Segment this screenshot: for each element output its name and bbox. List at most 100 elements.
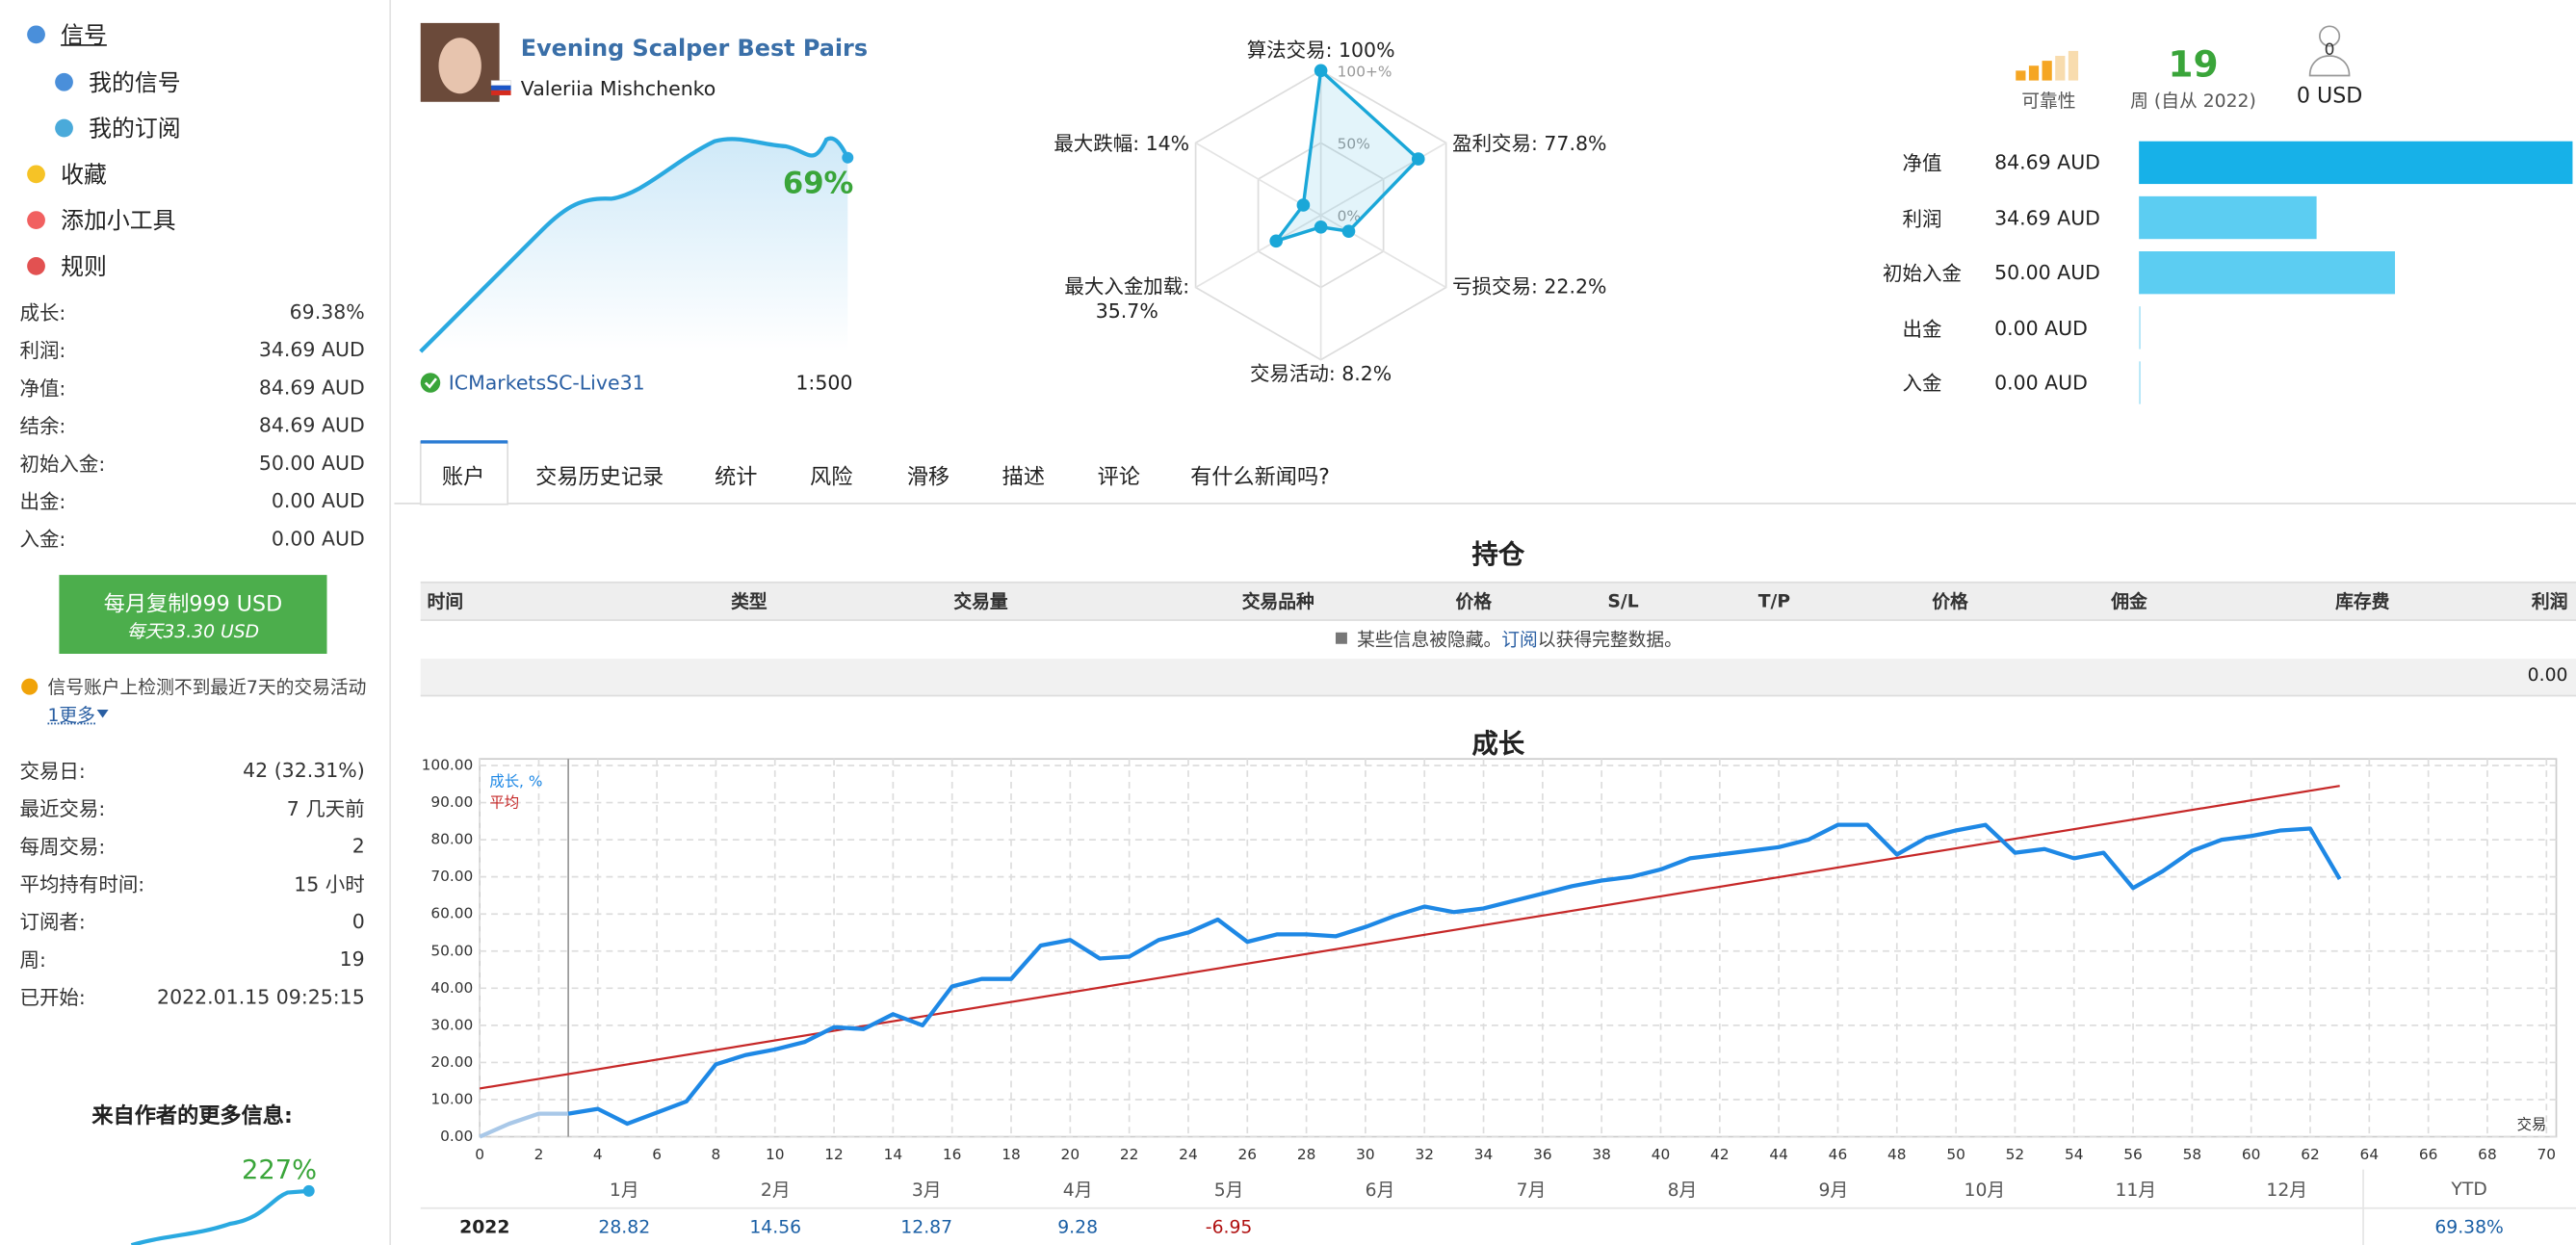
table-header: 价格 [1932, 591, 1968, 613]
month-label: 7月 [1516, 1179, 1547, 1202]
year-label: 2022 [459, 1216, 510, 1238]
stat-value: 84.69 AUD [258, 376, 365, 400]
stat-value: 0.00 AUD [271, 527, 365, 551]
radar-spoke [1320, 214, 1447, 289]
copy-button[interactable]: 每月复制999 USD 每天33.30 USD [59, 575, 327, 654]
table-total-bg [420, 659, 2576, 697]
x-tick-label: 30 [1356, 1146, 1375, 1163]
notice: 某些信息被隐藏。订阅以获得完整数据。 [1357, 626, 1682, 652]
radar-label: 最大跌幅: 14% [1054, 132, 1190, 156]
radar-point [1269, 234, 1284, 248]
stat-value: 2 [351, 834, 365, 858]
radar-label: 最大入金加载: 35.7% [1064, 274, 1190, 324]
notice-part: 某些信息被隐藏。 [1357, 629, 1502, 651]
signal-area [420, 138, 848, 352]
x-tick-label: 66 [2419, 1146, 2438, 1163]
subscribers-count: 0 [2324, 41, 2335, 61]
lock-icon [1335, 632, 1347, 644]
month-label: 8月 [1667, 1179, 1698, 1202]
tab[interactable]: 账户 [441, 465, 485, 491]
reliability-bar [2068, 50, 2079, 81]
subscriber-body [2308, 55, 2351, 77]
nav-item[interactable]: 添加小工具 [61, 208, 176, 235]
month-label: 1月 [609, 1179, 639, 1202]
warning-icon [21, 678, 39, 695]
x-tick-label: 58 [2183, 1146, 2202, 1163]
signal-title[interactable]: Evening Scalper Best Pairs [520, 36, 869, 63]
nav-item[interactable]: 我的信号 [89, 70, 181, 97]
x-tick-label: 36 [1533, 1146, 1552, 1163]
x-tick-label: 22 [1120, 1146, 1139, 1163]
author-growth: 227% [241, 1154, 318, 1185]
tab[interactable]: 交易历史记录 [535, 465, 664, 491]
active-tab [419, 441, 509, 506]
nav-item[interactable]: 收藏 [61, 162, 107, 190]
author-sparkline [130, 1188, 309, 1245]
table-header: 价格 [1455, 591, 1493, 613]
avatar-face [438, 38, 481, 94]
stat-label: 成长: [19, 301, 66, 324]
tab[interactable]: 评论 [1097, 465, 1140, 491]
x-tick-label: 16 [943, 1146, 962, 1163]
table-header: 交易量 [953, 591, 1008, 613]
month-value: 9.28 [1057, 1216, 1099, 1238]
nav-item[interactable]: 信号 [61, 22, 107, 50]
nav-icon [27, 25, 45, 44]
ytd-label: YTD [2451, 1179, 2487, 1201]
reliability-bar [2042, 61, 2052, 81]
author-dot [302, 1184, 315, 1197]
month-label: 10月 [1964, 1179, 2006, 1202]
table-header: 利润 [2531, 591, 2568, 613]
tab[interactable]: 有什么新闻吗? [1190, 465, 1330, 491]
tab[interactable]: 统计 [715, 465, 758, 491]
flag-blue [491, 85, 511, 91]
tab[interactable]: 风险 [810, 465, 853, 491]
x-tick-label: 68 [2478, 1146, 2497, 1163]
table-row-bg [420, 619, 2576, 661]
stat-value: 0 [351, 910, 365, 934]
bar-value-label: 0.00 AUD [1994, 371, 2088, 395]
nav-icon [27, 165, 45, 184]
positions-title: 持仓 [1471, 538, 1525, 570]
signal-growth: 69% [782, 167, 854, 201]
ytd-value: 69.38% [2434, 1216, 2504, 1238]
table-header: 类型 [731, 591, 768, 613]
y-tick-label: 40.00 [430, 979, 473, 997]
reliability-bar [2028, 65, 2040, 81]
x-tick-label: 32 [1415, 1146, 1434, 1163]
plot-area [479, 758, 2558, 1138]
x-tick-label: 40 [1652, 1146, 1671, 1163]
signal-author: Valeriia Mishchenko [520, 77, 716, 101]
month-label: 6月 [1365, 1179, 1395, 1202]
x-tick-label: 0 [475, 1146, 484, 1163]
radar-label: 亏损交易: 22.2% [1452, 274, 1607, 298]
table-header: 佣金 [2111, 591, 2147, 613]
x-tick-label: 44 [1769, 1146, 1788, 1163]
month-value: -6.95 [1205, 1216, 1253, 1238]
month-label: 12月 [2266, 1179, 2308, 1202]
stat-label: 初始入金: [19, 453, 106, 476]
button-daily: 每天33.30 USD [126, 620, 260, 642]
radar-point [1314, 220, 1328, 234]
stat-label: 出金: [19, 490, 66, 514]
series-line [567, 822, 2342, 1127]
x-tick-label: 14 [884, 1146, 903, 1163]
stat-label: 净值: [19, 376, 66, 401]
month-value: 28.82 [598, 1216, 651, 1238]
stat-label: 已开始: [19, 986, 86, 1010]
more-link[interactable]: 1更多 [47, 704, 95, 727]
stat-value: 0.00 AUD [271, 489, 365, 513]
bar-category: 利润 [1902, 206, 1942, 230]
tab[interactable]: 描述 [1002, 465, 1046, 491]
nav-item[interactable]: 规则 [61, 254, 107, 281]
table-header: 时间 [427, 591, 464, 613]
nav-item[interactable]: 我的订阅 [89, 117, 181, 143]
stat-value: 34.69 AUD [258, 338, 365, 362]
bar-category: 初始入金 [1883, 262, 1962, 285]
notice-part[interactable]: 订阅 [1501, 629, 1538, 651]
author-title: 来自作者的更多信息: [91, 1104, 293, 1129]
tab[interactable]: 滑移 [906, 465, 950, 491]
radar-label: 算法交易: 100% [1246, 39, 1395, 62]
